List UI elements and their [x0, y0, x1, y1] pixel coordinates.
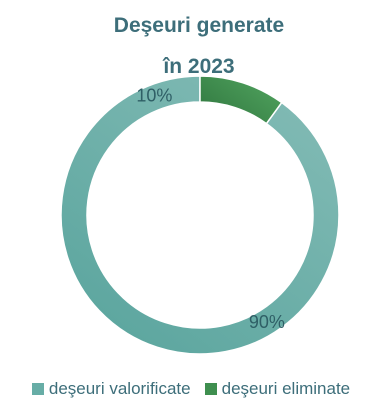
chart-legend: deşeuri valorificate deşeuri eliminate: [0, 376, 382, 402]
legend-label-eliminate: deşeuri eliminate: [221, 379, 351, 398]
chart-title-line-1: Deşeuri generate: [114, 14, 284, 37]
slice-labels: 90% 10%: [136, 85, 285, 331]
legend-label-valorificate: deşeuri valorificate: [48, 379, 191, 398]
slice-valorificate: [60, 75, 340, 355]
donut-slices: [60, 75, 340, 355]
legend-swatch-eliminate: [204, 383, 217, 395]
slice-eliminate: [199, 75, 283, 125]
legend-item-eliminate: deşeuri eliminate: [204, 379, 351, 399]
legend-swatch-valorificate: [31, 383, 44, 395]
chart-title-line-2: în 2023: [162, 55, 234, 78]
slice-label-eliminate: 10%: [136, 85, 172, 105]
slice-label-valorificate: 90%: [249, 312, 285, 332]
legend-item-valorificate: deşeuri valorificate: [31, 379, 191, 399]
